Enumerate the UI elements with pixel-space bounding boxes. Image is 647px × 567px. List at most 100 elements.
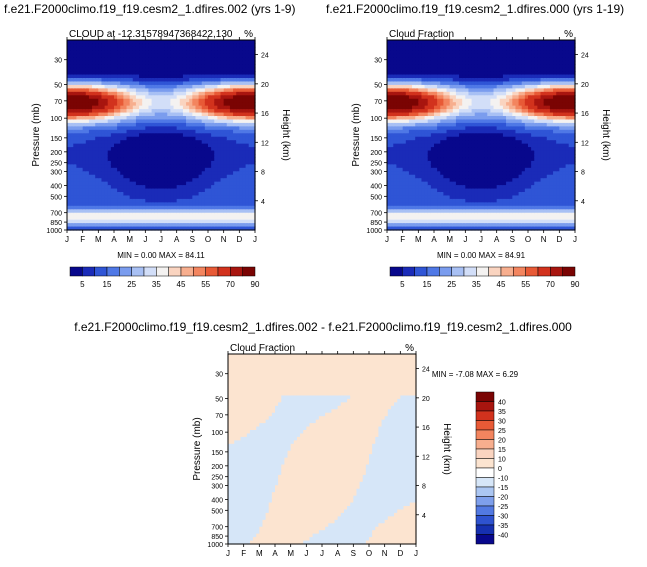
colorbar-box-1-6 [463, 266, 477, 277]
y-tick-label-0-11: 850 [50, 220, 62, 227]
colorbar-label-1-0: 5 [400, 280, 405, 289]
y-tick-label-0-12: 1000 [46, 228, 62, 235]
colorbar-label-2-0: 40 [498, 400, 506, 407]
colorbar-label-0-4: 45 [177, 280, 186, 289]
colorbar-box-2-10 [475, 486, 495, 497]
colorbar-label-1-5: 55 [521, 280, 530, 289]
colorbar-label-2-7: 0 [498, 466, 502, 473]
colorbar-label-2-3: 25 [498, 428, 506, 435]
colorbar-box-2-6 [475, 448, 495, 459]
x-tick-label-0-2: M [95, 235, 102, 244]
x-tick-label-0-11: D [236, 235, 242, 244]
colorbar-box-1-14 [562, 266, 576, 277]
x-tick-label-1-2: M [415, 235, 422, 244]
colorbar-box-1-3 [426, 266, 440, 277]
x-tick-label-1-8: S [510, 235, 515, 244]
y-tick-label-0-1: 50 [54, 83, 62, 90]
colorbar-box-0-3 [106, 266, 120, 277]
colorbar-label-1-4: 45 [497, 280, 506, 289]
colorbar-label-0-0: 5 [80, 280, 85, 289]
x-tick-label-1-9: O [525, 235, 531, 244]
y-tick-label-0-3: 100 [50, 116, 62, 123]
x-tick-label-2-3: A [272, 549, 278, 558]
x-tick-label-0-7: A [174, 235, 180, 244]
x-tick-label-2-0: J [226, 549, 230, 558]
colorbar-label-2-11: -25 [498, 504, 508, 511]
y-tick-label-2-9: 500 [211, 508, 223, 515]
colorbar-box-0-0 [69, 266, 83, 277]
y-axis-right-label-0: Height (km) [280, 109, 291, 161]
colorbar-box-1-1 [402, 266, 415, 277]
colorbar-box-0-6 [143, 266, 157, 277]
yr-tick-label-0-2: 16 [261, 111, 269, 118]
colorbar-label-2-14: -40 [498, 533, 508, 540]
y-tick-label-1-8: 400 [370, 183, 382, 190]
colorbar-label-1-7: 90 [571, 280, 580, 289]
y-tick-label-1-10: 700 [370, 211, 382, 218]
y-axis-label-0: Pressure (mb) [31, 103, 42, 166]
y-tick-label-2-2: 70 [215, 413, 223, 420]
y-tick-label-2-1: 50 [215, 397, 223, 404]
x-tick-label-2-7: A [335, 549, 341, 558]
y-tick-label-2-11: 850 [211, 534, 223, 541]
colorbar-label-2-9: -15 [498, 485, 508, 492]
x-tick-label-1-11: D [556, 235, 562, 244]
y-tick-label-2-3: 100 [211, 430, 223, 437]
y-tick-label-1-2: 70 [374, 99, 382, 106]
contour-fill-1 [387, 40, 576, 231]
colorbar-box-0-4 [119, 266, 132, 277]
colorbar-label-2-2: 30 [498, 419, 506, 426]
yr-tick-label-1-0: 24 [581, 53, 589, 60]
x-tick-label-1-7: A [494, 235, 500, 244]
colorbar-box-2-1 [475, 401, 495, 412]
y-tick-label-2-6: 250 [211, 475, 223, 482]
yr-tick-label-1-5: 4 [581, 199, 585, 206]
y-axis-label-1: Pressure (mb) [351, 103, 362, 166]
y-tick-label-1-11: 850 [370, 220, 382, 227]
x-tick-label-0-8: S [190, 235, 195, 244]
colorbar-box-0-13 [230, 266, 243, 277]
y-tick-label-1-0: 30 [374, 58, 382, 65]
colorbar-label-1-1: 15 [423, 280, 432, 289]
y-tick-label-1-6: 250 [370, 161, 382, 168]
x-tick-label-0-9: O [205, 235, 211, 244]
y-tick-label-0-5: 200 [50, 150, 62, 157]
colorbar-box-2-4 [475, 429, 495, 440]
contour-fill-2 [228, 354, 417, 545]
panel-model-000: f.e21.F2000climo.f19_f19.cesm2_1.dfires.… [326, 2, 624, 289]
colorbar-label-2-13: -35 [498, 523, 508, 530]
colorbar-box-1-10 [513, 266, 526, 277]
x-tick-label-1-12: J [573, 235, 577, 244]
y-tick-label-0-8: 400 [50, 183, 62, 190]
y-tick-label-1-5: 200 [370, 150, 382, 157]
colorbar-box-1-8 [488, 266, 502, 277]
colorbar-box-2-9 [475, 477, 495, 488]
yr-tick-label-2-3: 12 [422, 454, 430, 461]
yr-tick-label-2-1: 20 [422, 396, 430, 403]
y-tick-label-0-7: 300 [50, 170, 62, 177]
y-axis-right-label-2: Height (km) [441, 423, 452, 475]
yr-tick-label-2-4: 8 [422, 484, 426, 491]
colorbar-label-2-6: 10 [498, 457, 506, 464]
x-tick-label-1-1: F [400, 235, 405, 244]
x-tick-label-0-12: J [253, 235, 257, 244]
colorbar-box-1-7 [476, 266, 489, 277]
x-tick-label-0-0: J [65, 235, 69, 244]
x-tick-label-1-0: J [385, 235, 389, 244]
panel-title-1: f.e21.F2000climo.f19_f19.cesm2_1.dfires.… [326, 2, 624, 16]
panel-left-label-2: Cloud Fraction [230, 343, 295, 354]
colorbar-label-1-3: 35 [472, 280, 481, 289]
y-axis-right-label-1: Height (km) [600, 109, 611, 161]
y-tick-label-0-4: 150 [50, 136, 62, 143]
colorbar-box-1-13 [550, 266, 563, 277]
yr-tick-label-2-2: 16 [422, 425, 430, 432]
colorbar-box-0-8 [168, 266, 182, 277]
x-tick-label-1-6: J [479, 235, 483, 244]
colorbar-box-1-12 [537, 266, 551, 277]
colorbar-box-1-5 [451, 266, 465, 277]
colorbar-label-2-8: -10 [498, 476, 508, 483]
yr-tick-label-2-5: 4 [422, 513, 426, 520]
y-tick-label-1-12: 1000 [366, 228, 382, 235]
colorbar-box-0-9 [180, 266, 194, 277]
